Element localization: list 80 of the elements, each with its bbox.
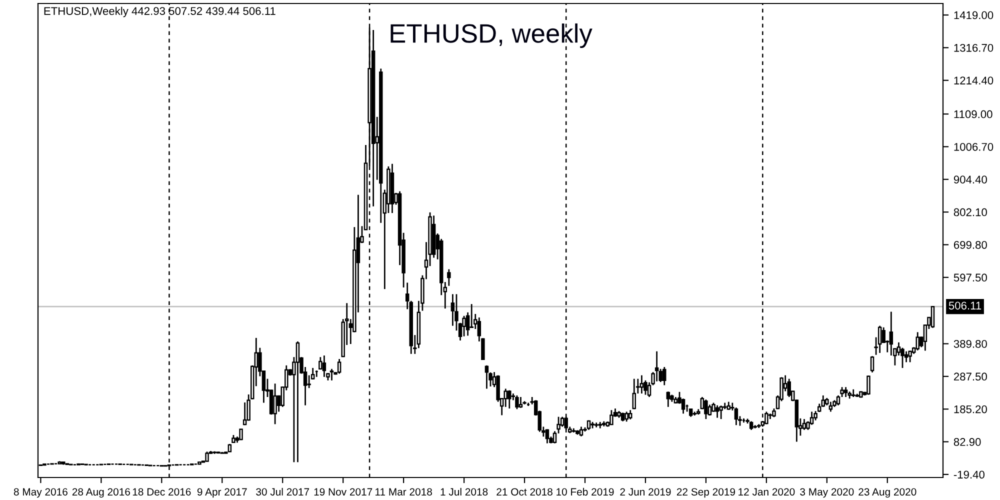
candlestick — [296, 340, 300, 463]
candlestick — [496, 374, 500, 402]
x-tick-label: 3 May 2020 — [800, 488, 854, 498]
candlestick — [708, 404, 712, 416]
candlestick — [447, 268, 451, 287]
y-tick-label: 82.90 — [954, 438, 981, 446]
candlestick — [518, 396, 523, 409]
x-tick-label: 9 Apr 2017 — [197, 488, 247, 498]
x-tick-label: 28 Aug 2016 — [72, 488, 130, 498]
candlestick — [579, 426, 584, 437]
y-tick-label: 1316.70 — [954, 44, 994, 52]
y-tick-label: 389.80 — [954, 340, 987, 348]
candlestick — [908, 350, 912, 363]
candlestick — [654, 350, 659, 382]
text: ETHUSD, weekly — [390, 23, 592, 48]
candlestick — [307, 374, 311, 389]
candlestick — [205, 450, 209, 462]
y-tick-label: 287.50 — [954, 372, 987, 381]
x-tick-label: 1 Jul 2018 — [440, 488, 488, 496]
y-tick-label: 699.80 — [954, 240, 987, 249]
candlestick — [889, 311, 894, 356]
candlestick — [930, 305, 935, 329]
y-tick-label: 185.20 — [954, 405, 987, 414]
candlestick — [610, 409, 614, 426]
candlestick — [644, 380, 648, 396]
y-tick-label: 904.40 — [954, 176, 987, 184]
candlestick — [844, 386, 848, 398]
y-tick-label: 802.10 — [954, 208, 987, 216]
candlestick — [508, 390, 512, 410]
x-tick-label: 12 Jan 2020 — [738, 488, 795, 496]
candlestick — [632, 378, 636, 410]
x-tick-label: 11 Mar 2018 — [376, 488, 432, 496]
candlestick — [488, 372, 492, 388]
candlestick — [715, 404, 720, 418]
candlestick — [273, 382, 277, 425]
candlestick — [814, 410, 818, 422]
candlestick — [866, 374, 870, 396]
candlestick — [719, 404, 723, 420]
candlestick — [470, 303, 474, 328]
x-tick-label: 18 Dec 2016 — [132, 488, 191, 496]
candlestick — [640, 374, 644, 394]
candlestick — [662, 366, 666, 386]
candlestick — [322, 354, 326, 378]
x-tick-label: 30 Jul 2017 — [256, 488, 310, 496]
y-tick-label: -19.40 — [954, 470, 984, 479]
candlestick — [450, 293, 455, 326]
candlestick — [734, 406, 738, 426]
annotation: ETHUSD,Weekly 442.93 507.52 439.44 506.11 — [44, 6, 276, 18]
candlestick — [916, 331, 920, 352]
candlestick — [787, 378, 791, 398]
candlestick — [504, 388, 508, 408]
y-tick-label: 1109.00 — [954, 110, 992, 118]
candlestick — [462, 315, 466, 338]
candlestick — [330, 368, 334, 382]
candlestick — [821, 394, 825, 408]
candlestick — [242, 402, 247, 426]
x-tick-label: 8 May 2016 — [14, 488, 68, 498]
candlestick — [515, 394, 519, 410]
candlestick — [484, 364, 489, 390]
x-tick-label: 10 Feb 2019 — [556, 488, 614, 496]
ref-line-label: 506.11 — [948, 302, 982, 310]
candlestick — [666, 390, 670, 408]
candlestick — [681, 398, 686, 414]
x-tick-label: 23 Aug 2020 — [858, 488, 916, 498]
candlestick — [628, 409, 632, 420]
y-tick-label: 1214.40 — [954, 76, 994, 84]
candlestick — [878, 325, 882, 354]
y-tick-label: 1006.70 — [954, 142, 994, 151]
x-tick-label: 21 Oct 2018 — [496, 488, 552, 496]
candlestick — [828, 401, 833, 412]
x-tick-label: 2 Jun 2019 — [620, 488, 671, 496]
candlestick — [545, 428, 550, 444]
x-tick-label: 22 Sep 2019 — [676, 488, 735, 498]
x-tick-label: 19 Nov 2017 — [314, 488, 372, 496]
candlestick — [704, 398, 708, 420]
y-tick-label: 597.50 — [954, 274, 987, 282]
candlestick — [870, 355, 874, 374]
candlestick — [337, 358, 342, 374]
y-tick-label: 1419.00 — [954, 11, 994, 20]
candlestick — [624, 411, 628, 422]
